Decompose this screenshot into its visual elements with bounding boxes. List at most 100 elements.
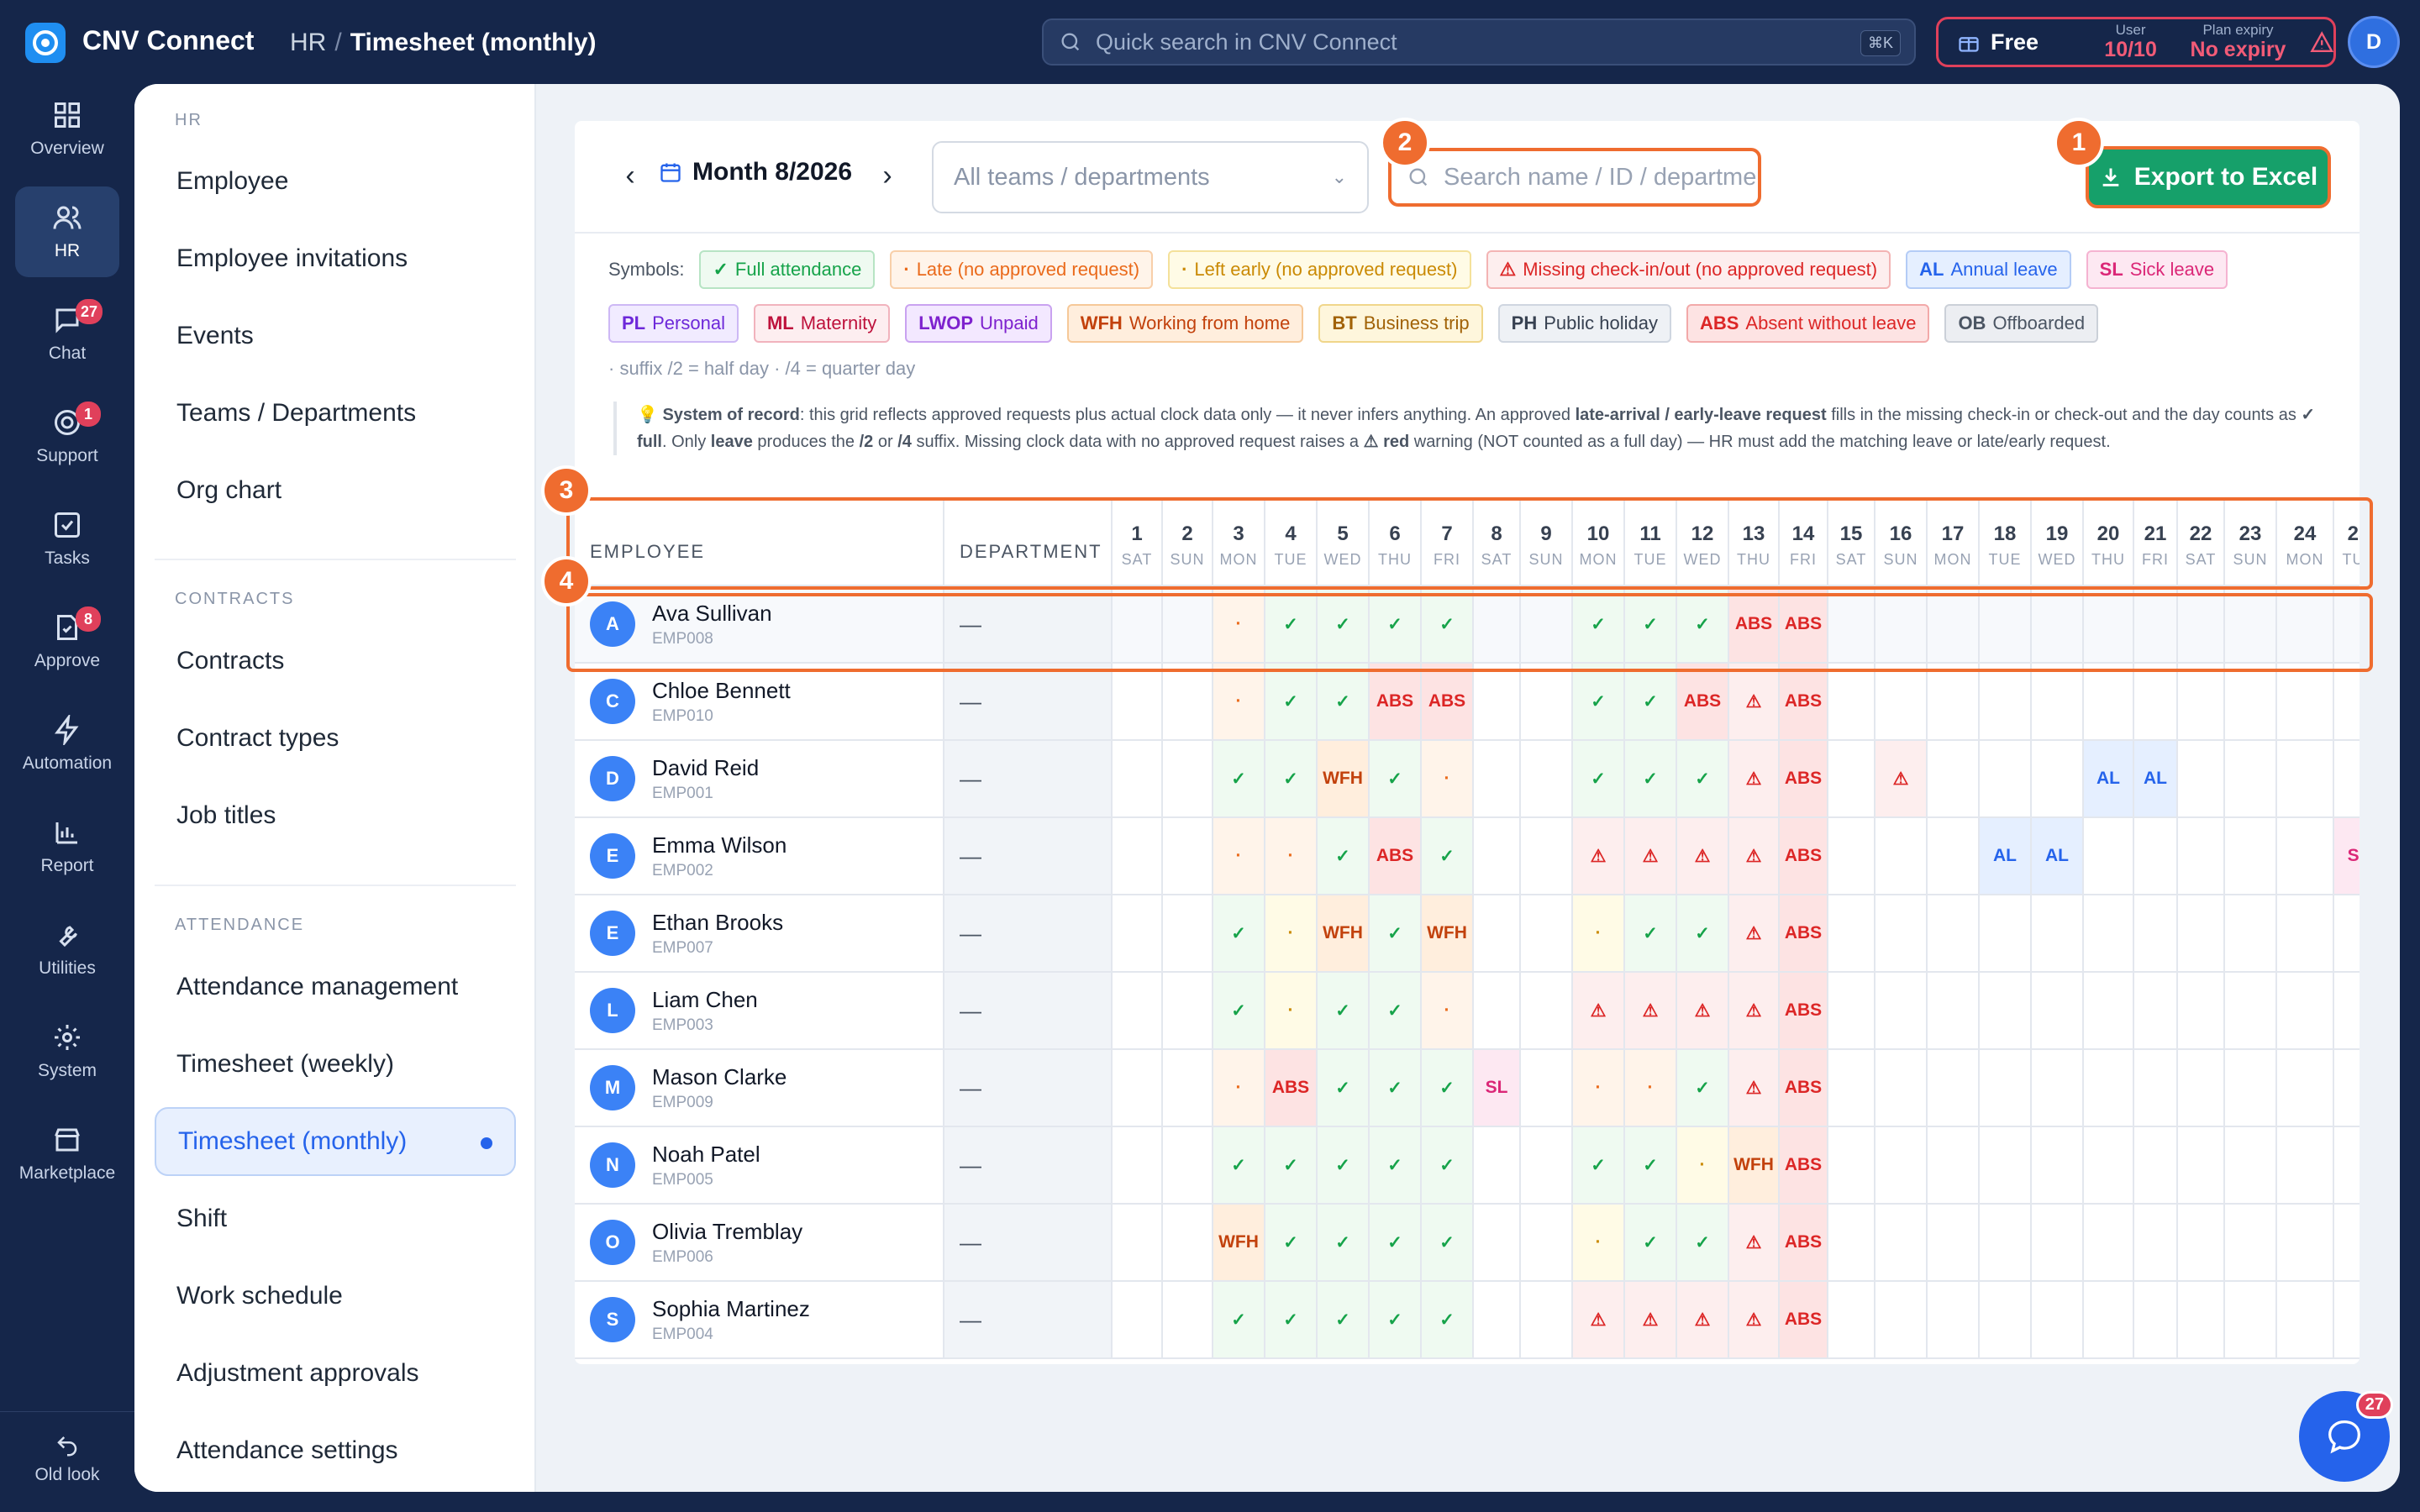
day-cell[interactable] [1474,973,1521,1048]
day-cell[interactable] [1828,1127,1876,1203]
day-cell[interactable] [2277,895,2334,971]
day-cell[interactable]: ⚠ [1876,741,1928,816]
rail-item-marketplace[interactable]: Marketplace [15,1109,119,1200]
day-cell[interactable]: ✓ [1265,1205,1318,1280]
day-cell[interactable]: ✓ [1677,586,1729,662]
day-cell[interactable]: ✓ [1318,1050,1370,1126]
day-cell[interactable] [2178,1282,2225,1357]
day-cell[interactable] [1163,586,1213,662]
day-cell[interactable] [1521,973,1573,1048]
employee-cell[interactable]: L Liam Chen EMP003 [575,973,944,1048]
employee-cell[interactable]: S Sophia Martinez EMP004 [575,1282,944,1357]
day-cell[interactable] [2032,664,2084,739]
day-cell[interactable] [2334,1282,2360,1357]
rail-item-hr[interactable]: HR [15,186,119,277]
sidebar-item-contract-types[interactable]: Contract types [176,724,339,752]
day-cell[interactable]: ✓ [1625,1205,1677,1280]
day-cell[interactable]: ⚠ [1625,973,1677,1048]
rail-item-tasks[interactable]: Tasks [15,494,119,585]
day-cell[interactable] [2178,741,2225,816]
day-cell[interactable]: ✓ [1370,1050,1422,1126]
day-cell[interactable] [2225,586,2277,662]
day-cell[interactable]: ⚠ [1729,1050,1780,1126]
day-cell[interactable]: ABS [1780,664,1828,739]
rail-item-utilities[interactable]: Utilities [15,904,119,995]
day-cell[interactable]: SL [1474,1050,1521,1126]
day-cell[interactable] [1876,1050,1928,1126]
day-cell[interactable] [1163,1205,1213,1280]
day-cell[interactable] [2277,664,2334,739]
day-cell[interactable] [1980,1127,2032,1203]
day-cell[interactable] [1163,664,1213,739]
day-cell[interactable] [2334,1127,2360,1203]
day-cell[interactable] [1521,1205,1573,1280]
day-cell[interactable] [1928,1282,1980,1357]
day-cell[interactable] [2334,664,2360,739]
day-cell[interactable] [1928,664,1980,739]
day-cell[interactable]: WFH [1318,741,1370,816]
day-cell[interactable]: ⚠ [1729,1205,1780,1280]
day-cell[interactable] [1113,1205,1163,1280]
day-cell[interactable] [1828,741,1876,816]
day-cell[interactable]: ✓ [1677,895,1729,971]
day-cell[interactable] [2225,818,2277,894]
day-cell[interactable]: · [1213,664,1265,739]
day-cell[interactable] [2178,1050,2225,1126]
day-cell[interactable] [2084,1050,2134,1126]
day-cell[interactable]: ABS [1780,1205,1828,1280]
day-cell[interactable]: AL [2032,818,2084,894]
day-cell[interactable]: · [1213,818,1265,894]
day-cell[interactable]: ABS [1370,818,1422,894]
day-cell[interactable]: ABS [1265,1050,1318,1126]
rail-item-support[interactable]: Support 1 [15,391,119,482]
employee-cell[interactable]: A Ava Sullivan EMP008 [575,586,944,662]
day-cell[interactable] [1163,818,1213,894]
day-cell[interactable]: ✓ [1370,586,1422,662]
day-cell[interactable]: · [1625,1050,1677,1126]
day-cell[interactable]: ✓ [1370,1282,1422,1357]
day-cell[interactable] [1474,895,1521,971]
day-cell[interactable] [1113,586,1163,662]
day-cell[interactable] [1928,741,1980,816]
day-cell[interactable]: ✓ [1318,586,1370,662]
day-cell[interactable]: ✓ [1625,664,1677,739]
day-cell[interactable]: ✓ [1625,741,1677,816]
day-cell[interactable]: ⚠ [1729,1282,1780,1357]
day-cell[interactable]: ✓ [1573,586,1625,662]
export-excel-button[interactable]: Export to Excel [2086,146,2331,208]
user-avatar[interactable]: D [2348,16,2400,68]
day-cell[interactable] [1876,818,1928,894]
day-cell[interactable] [1876,895,1928,971]
day-cell[interactable] [1113,1282,1163,1357]
chat-fab-button[interactable]: 27 [2299,1391,2393,1482]
day-cell[interactable]: ✓ [1422,1127,1474,1203]
day-cell[interactable]: AL [2084,741,2134,816]
table-row[interactable]: L Liam Chen EMP003— ✓ · ✓ ✓ · ⚠ ⚠ ⚠ ⚠ ABS [575,973,2360,1050]
day-cell[interactable]: ✓ [1422,1205,1474,1280]
rail-item-overview[interactable]: Overview [15,84,119,175]
employee-cell[interactable]: O Olivia Tremblay EMP006 [575,1205,944,1280]
rail-item-system[interactable]: System [15,1006,119,1097]
day-cell[interactable]: ✓ [1422,1282,1474,1357]
day-cell[interactable]: ⚠ [1625,1282,1677,1357]
day-cell[interactable] [2032,1282,2084,1357]
day-cell[interactable] [1474,664,1521,739]
day-cell[interactable]: AL [2134,741,2178,816]
day-cell[interactable]: WFH [1729,1127,1780,1203]
day-cell[interactable]: ✓ [1318,664,1370,739]
day-cell[interactable]: ABS [1780,1127,1828,1203]
day-cell[interactable] [2084,818,2134,894]
day-cell[interactable] [2225,895,2277,971]
global-search-input[interactable]: Quick search in CNV Connect ⌘K [1042,18,1916,66]
table-row[interactable]: O Olivia Tremblay EMP006— WFH ✓ ✓ ✓ ✓ · ✓ ✓ ⚠ ABS [575,1205,2360,1282]
day-cell[interactable] [1163,1127,1213,1203]
rail-item-automation[interactable]: Automation [15,699,119,790]
day-cell[interactable] [2334,895,2360,971]
sidebar-item-timesheet-weekly[interactable]: Timesheet (weekly) [176,1050,394,1078]
day-cell[interactable] [1928,818,1980,894]
sidebar-item-timesheet-monthly[interactable]: Timesheet (monthly) [155,1107,516,1176]
day-cell[interactable]: · [1677,1127,1729,1203]
day-cell[interactable]: ⚠ [1573,818,1625,894]
rail-item-chat[interactable]: Chat 27 [15,289,119,380]
day-cell[interactable] [1828,1050,1876,1126]
